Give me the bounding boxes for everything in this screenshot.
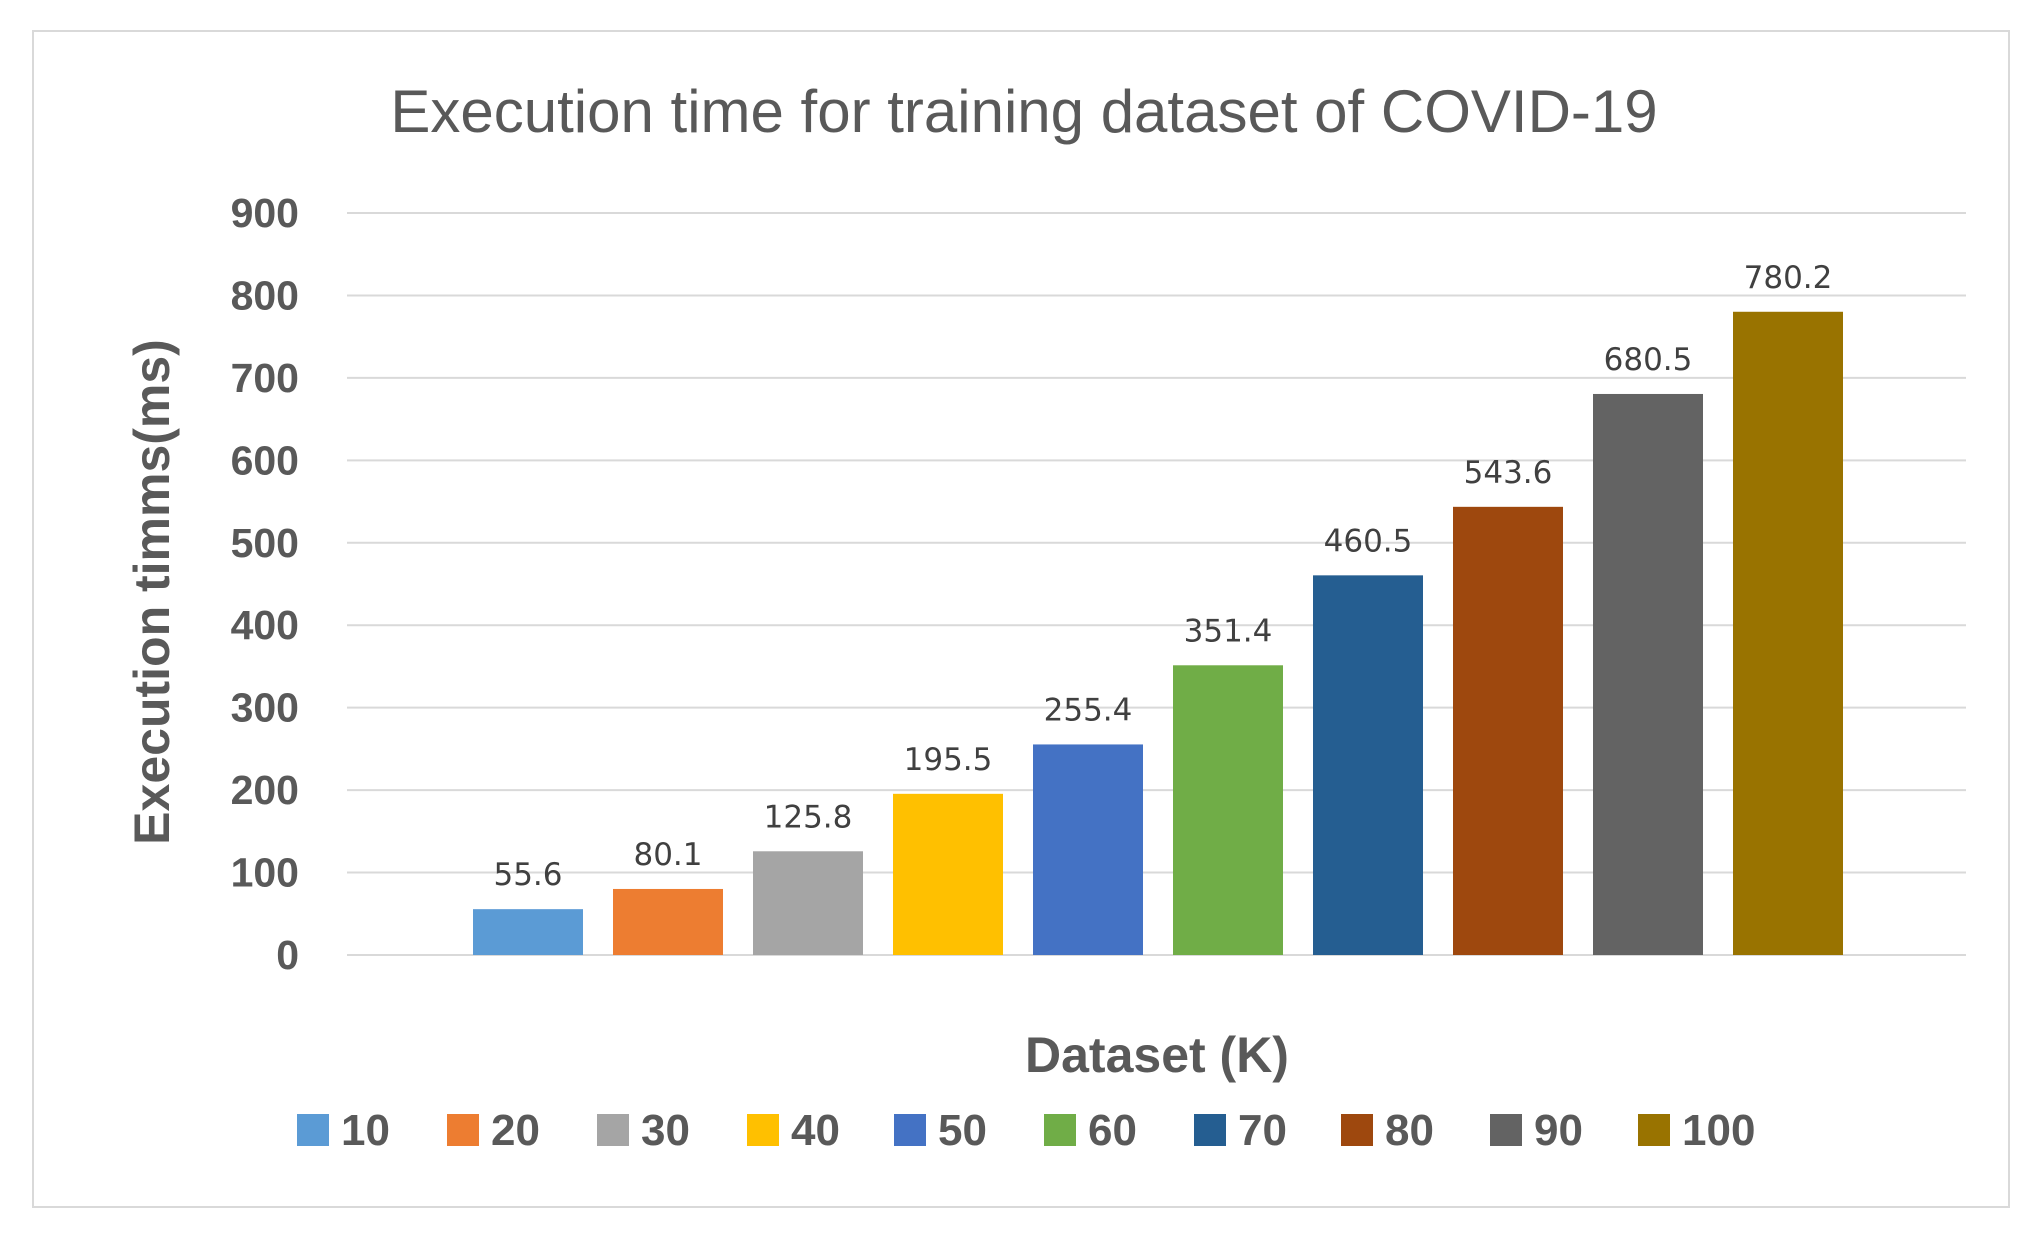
chart-title: Execution time for training dataset of C…	[390, 78, 1657, 145]
gridlines	[347, 212, 1966, 956]
data-label-70: 460.5	[1324, 523, 1413, 559]
bar-90	[1593, 393, 1703, 955]
data-label-20: 80.1	[633, 837, 702, 873]
y-axis-ticks: 0 100 200 300 400 500 600 700 800 900	[231, 190, 299, 978]
legend-label: 20	[491, 1106, 540, 1155]
data-label-80: 543.6	[1464, 455, 1553, 491]
legend-item-60: 60	[1044, 1106, 1137, 1155]
y-tick-label: 500	[231, 520, 299, 566]
data-label-90: 680.5	[1604, 342, 1693, 378]
y-tick-label: 600	[231, 437, 299, 483]
data-label-10: 55.6	[493, 857, 562, 893]
legend-swatch	[1044, 1114, 1076, 1146]
x-axis-title: Dataset (K)	[1025, 1027, 1289, 1083]
data-label-100: 780.2	[1744, 260, 1833, 296]
legend-item-20: 20	[447, 1106, 540, 1155]
legend-swatch	[894, 1114, 926, 1146]
data-labels: 55.6 80.1 125.8 195.5 255.4 351.4 460.5 543.6 68…	[493, 260, 1832, 893]
bar-20	[613, 888, 723, 955]
data-label-40: 195.5	[904, 742, 993, 778]
bars	[473, 311, 1843, 955]
legend-item-30: 30	[597, 1106, 690, 1155]
legend: 10 20 30 40 50 60 70 80 90 100	[297, 1106, 1755, 1155]
y-tick-label: 900	[231, 190, 299, 236]
legend-swatch	[1490, 1114, 1522, 1146]
legend-swatch	[1341, 1114, 1373, 1146]
legend-swatch	[597, 1114, 629, 1146]
bar-50	[1033, 744, 1143, 955]
y-tick-label: 0	[276, 932, 299, 978]
chart-frame: Execution time for training dataset of C…	[32, 30, 2010, 1208]
bar-chart: Execution time for training dataset of C…	[124, 78, 1966, 1155]
legend-swatch	[447, 1114, 479, 1146]
y-axis-title: Execution timms(ms)	[124, 339, 180, 845]
legend-label: 100	[1682, 1106, 1755, 1155]
legend-swatch	[1194, 1114, 1226, 1146]
legend-swatch	[297, 1114, 329, 1146]
legend-item-80: 80	[1341, 1106, 1434, 1155]
legend-label: 90	[1534, 1106, 1583, 1155]
legend-item-40: 40	[747, 1106, 840, 1155]
legend-label: 60	[1088, 1106, 1137, 1155]
legend-label: 50	[938, 1106, 987, 1155]
legend-label: 80	[1385, 1106, 1434, 1155]
legend-swatch	[747, 1114, 779, 1146]
bar-70	[1313, 575, 1423, 955]
bar-80	[1453, 506, 1563, 955]
y-tick-label: 800	[231, 272, 299, 318]
data-label-30: 125.8	[764, 799, 853, 835]
bar-30	[753, 851, 863, 955]
legend-item-70: 70	[1194, 1106, 1287, 1155]
legend-label: 10	[341, 1106, 390, 1155]
legend-item-100: 100	[1638, 1106, 1755, 1155]
bar-60	[1173, 665, 1283, 955]
legend-item-10: 10	[297, 1106, 390, 1155]
legend-label: 40	[791, 1106, 840, 1155]
legend-label: 30	[641, 1106, 690, 1155]
y-tick-label: 200	[231, 767, 299, 813]
y-tick-label: 700	[231, 355, 299, 401]
legend-item-50: 50	[894, 1106, 987, 1155]
data-label-60: 351.4	[1184, 613, 1273, 649]
bar-100	[1733, 311, 1843, 955]
y-tick-label: 300	[231, 685, 299, 731]
legend-item-90: 90	[1490, 1106, 1583, 1155]
bar-10	[473, 909, 583, 955]
legend-label: 70	[1238, 1106, 1287, 1155]
data-label-50: 255.4	[1044, 692, 1133, 728]
bar-40	[893, 793, 1003, 955]
y-tick-label: 400	[231, 602, 299, 648]
y-tick-label: 100	[231, 850, 299, 896]
legend-swatch	[1638, 1114, 1670, 1146]
